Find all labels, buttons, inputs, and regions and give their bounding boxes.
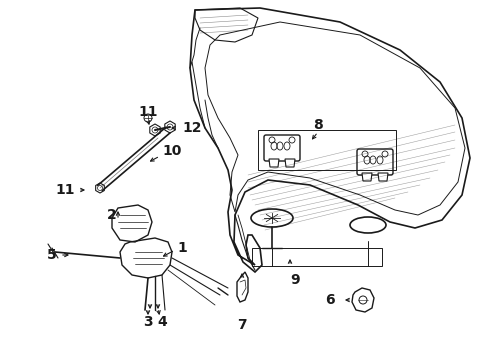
Polygon shape xyxy=(285,159,295,167)
Text: 7: 7 xyxy=(237,318,247,332)
Ellipse shape xyxy=(350,217,386,233)
Text: 2: 2 xyxy=(107,208,117,222)
Text: 11: 11 xyxy=(138,105,158,119)
Text: 5: 5 xyxy=(47,248,57,262)
Polygon shape xyxy=(378,173,388,181)
Text: 11: 11 xyxy=(55,183,75,197)
Bar xyxy=(258,130,396,170)
FancyBboxPatch shape xyxy=(357,149,393,175)
Ellipse shape xyxy=(251,209,293,227)
Text: 4: 4 xyxy=(157,315,167,329)
FancyBboxPatch shape xyxy=(264,135,300,161)
Text: 10: 10 xyxy=(162,144,182,158)
Text: 1: 1 xyxy=(177,241,187,255)
Text: 3: 3 xyxy=(143,315,153,329)
Polygon shape xyxy=(362,173,372,181)
Text: 12: 12 xyxy=(182,121,202,135)
Text: 6: 6 xyxy=(325,293,335,307)
Text: 9: 9 xyxy=(290,273,300,287)
Bar xyxy=(252,248,382,266)
Polygon shape xyxy=(269,159,279,167)
Text: 8: 8 xyxy=(313,118,323,132)
